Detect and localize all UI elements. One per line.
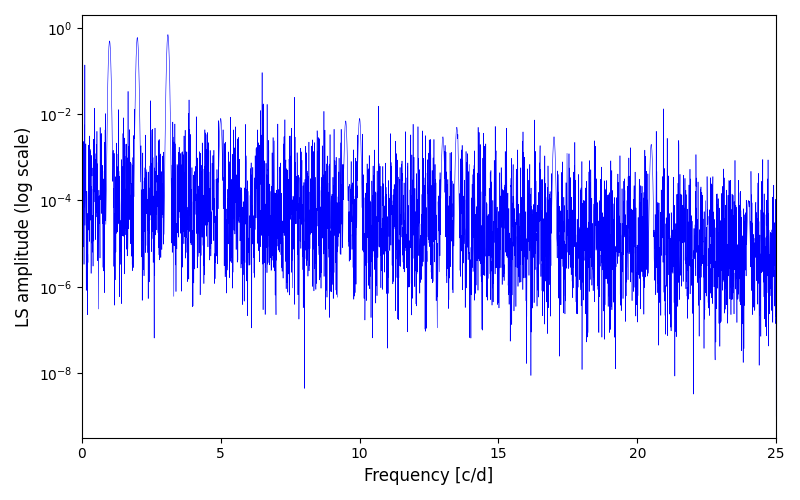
- Y-axis label: LS amplitude (log scale): LS amplitude (log scale): [15, 126, 33, 326]
- X-axis label: Frequency [c/d]: Frequency [c/d]: [364, 467, 494, 485]
